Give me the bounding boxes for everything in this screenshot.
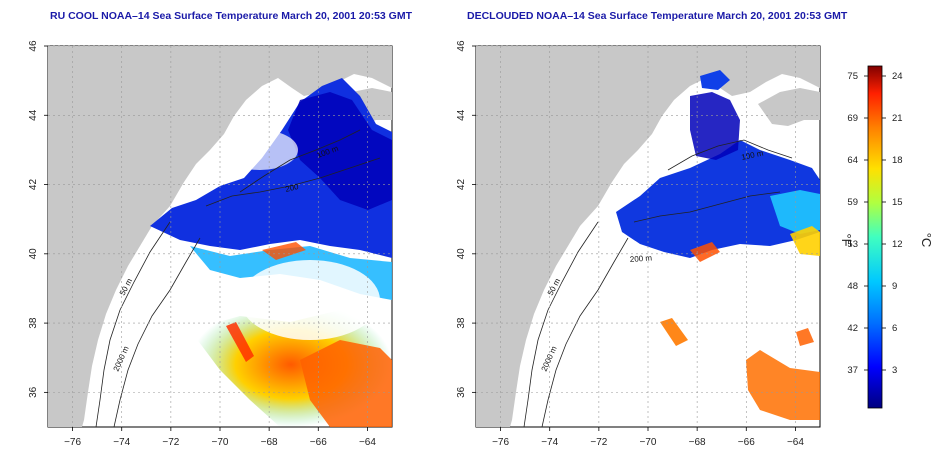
left-x-tick-label: −76 [64, 437, 81, 448]
left-land-mass [48, 46, 392, 427]
right-sst-cyan [770, 190, 820, 234]
right-x-tick-label: −72 [590, 437, 607, 448]
colorbar-f-tick-label: 75 [847, 71, 858, 82]
right-x-tick-label: −74 [541, 437, 558, 448]
right-isobath-100m [667, 139, 793, 171]
colorbar-f-tick-label: 69 [847, 113, 858, 124]
left-y-tick-label: 46 [28, 40, 39, 52]
right-x-axis: −76 −74 −72 −70 −68 −66 −64 [492, 427, 804, 448]
right-y-tick-label: 40 [456, 248, 467, 260]
left-isobath-200m [205, 157, 381, 207]
colorbar-c-tick-label: 21 [892, 113, 903, 124]
left-isobath-2000m [113, 237, 201, 427]
left-sst-warm-filament [226, 322, 254, 362]
right-isobath-2000m [541, 237, 629, 427]
left-y-axis: 36 38 40 42 44 46 [28, 40, 48, 398]
left-y-tick-label: 40 [28, 248, 39, 260]
right-sst-deep-blue [690, 92, 740, 160]
colorbar-unit-fahrenheit: °F [839, 233, 854, 246]
right-x-tick-label: −66 [738, 437, 755, 448]
colorbar-c-tick-label: 12 [892, 239, 903, 250]
right-x-tick-label: −64 [787, 437, 804, 448]
left-sst-warm-core [300, 340, 392, 427]
right-y-tick-label: 46 [456, 40, 467, 52]
left-cloud-patch [240, 260, 380, 340]
colorbar-f-tick-label: 53 [847, 239, 858, 250]
right-sst-front [690, 242, 720, 262]
left-y-tick-label: 44 [28, 109, 39, 121]
left-gridlines [48, 45, 392, 427]
colorbar-f-tick-label: 37 [847, 365, 858, 376]
colorbar-f-tick-label: 64 [847, 155, 858, 166]
left-x-tick-label: −74 [113, 437, 130, 448]
right-y-tick-label: 38 [456, 317, 467, 329]
left-isobath-100m [239, 129, 361, 193]
colorbar-c-tick-label: 9 [892, 281, 897, 292]
colorbar-f-tick-label: 59 [847, 197, 858, 208]
colorbar-gradient [867, 65, 883, 409]
colorbar-unit-celsius: °C [919, 233, 934, 248]
right-map-panel: 50 m 2000 m 100 m 200 m −76 −74 −72 −70 −68−… [456, 40, 821, 448]
right-sst-warm-south [746, 350, 820, 420]
right-isobath-label-200m: 200 m [630, 253, 653, 264]
left-x-tick-label: −66 [310, 437, 327, 448]
right-y-tick-label: 42 [456, 179, 467, 191]
right-sst-coastal [700, 70, 730, 90]
right-sst-warm-patch [796, 328, 814, 346]
left-x-tick-label: −72 [162, 437, 179, 448]
colorbar-c-tick-label: 18 [892, 155, 903, 166]
right-sst-warm-north [790, 226, 820, 256]
right-y-tick-label: 36 [456, 386, 467, 398]
left-panel-title: RU COOL NOAA–14 Sea Surface Temperature … [50, 10, 413, 22]
right-nova-scotia [758, 88, 820, 126]
colorbar-c-tick-label: 3 [892, 365, 897, 376]
right-gridlines [476, 45, 820, 427]
left-x-tick-label: −64 [359, 437, 376, 448]
right-sst-shelf [616, 140, 820, 258]
right-panel-title: DECLOUDED NOAA–14 Sea Surface Temperatur… [467, 10, 848, 22]
right-land-mass [476, 46, 820, 427]
left-y-tick-label: 36 [28, 386, 39, 398]
left-isobath-50m [95, 221, 171, 427]
colorbar-f-ticks: 75 69 64 59 53 48 42 37 [847, 71, 868, 376]
right-x-tick-label: −76 [492, 437, 509, 448]
colorbar-c-ticks: 24 21 18 15 12 9 6 3 [882, 71, 903, 376]
right-x-tick-label: −68 [689, 437, 706, 448]
left-x-axis: −76 −74 −72 −70 −68 −66 −64 [64, 427, 376, 448]
left-x-tick-label: −68 [261, 437, 278, 448]
right-isobath-50m [523, 221, 599, 427]
left-isobath-label-200m: 200 [284, 182, 300, 194]
left-map-panel: 50 m 2000 m 100 m 200 −76 −74 −72 −70 −68 −66… [28, 40, 393, 448]
right-y-axis: 36 38 40 42 44 46 [456, 40, 476, 398]
left-y-tick-label: 38 [28, 317, 39, 329]
right-x-tick-label: −70 [640, 437, 657, 448]
colorbar-f-tick-label: 42 [847, 323, 858, 334]
left-sst-deep-blue [288, 92, 392, 210]
left-x-tick-label: −70 [212, 437, 229, 448]
colorbar-c-tick-label: 15 [892, 197, 903, 208]
colorbar-f-tick-label: 48 [847, 281, 858, 292]
colorbar: 75 69 64 59 53 48 42 37 24 21 18 15 12 9 6 3 °F °C [839, 65, 934, 409]
colorbar-c-tick-label: 24 [892, 71, 903, 82]
right-isobath-200m [633, 191, 781, 223]
right-sst-warm-filament [660, 318, 688, 346]
left-sst-front [262, 242, 306, 260]
left-y-tick-label: 42 [28, 179, 39, 191]
left-cloud-patch-north [222, 130, 298, 170]
colorbar-c-tick-label: 6 [892, 323, 897, 334]
right-y-tick-label: 44 [456, 109, 467, 121]
